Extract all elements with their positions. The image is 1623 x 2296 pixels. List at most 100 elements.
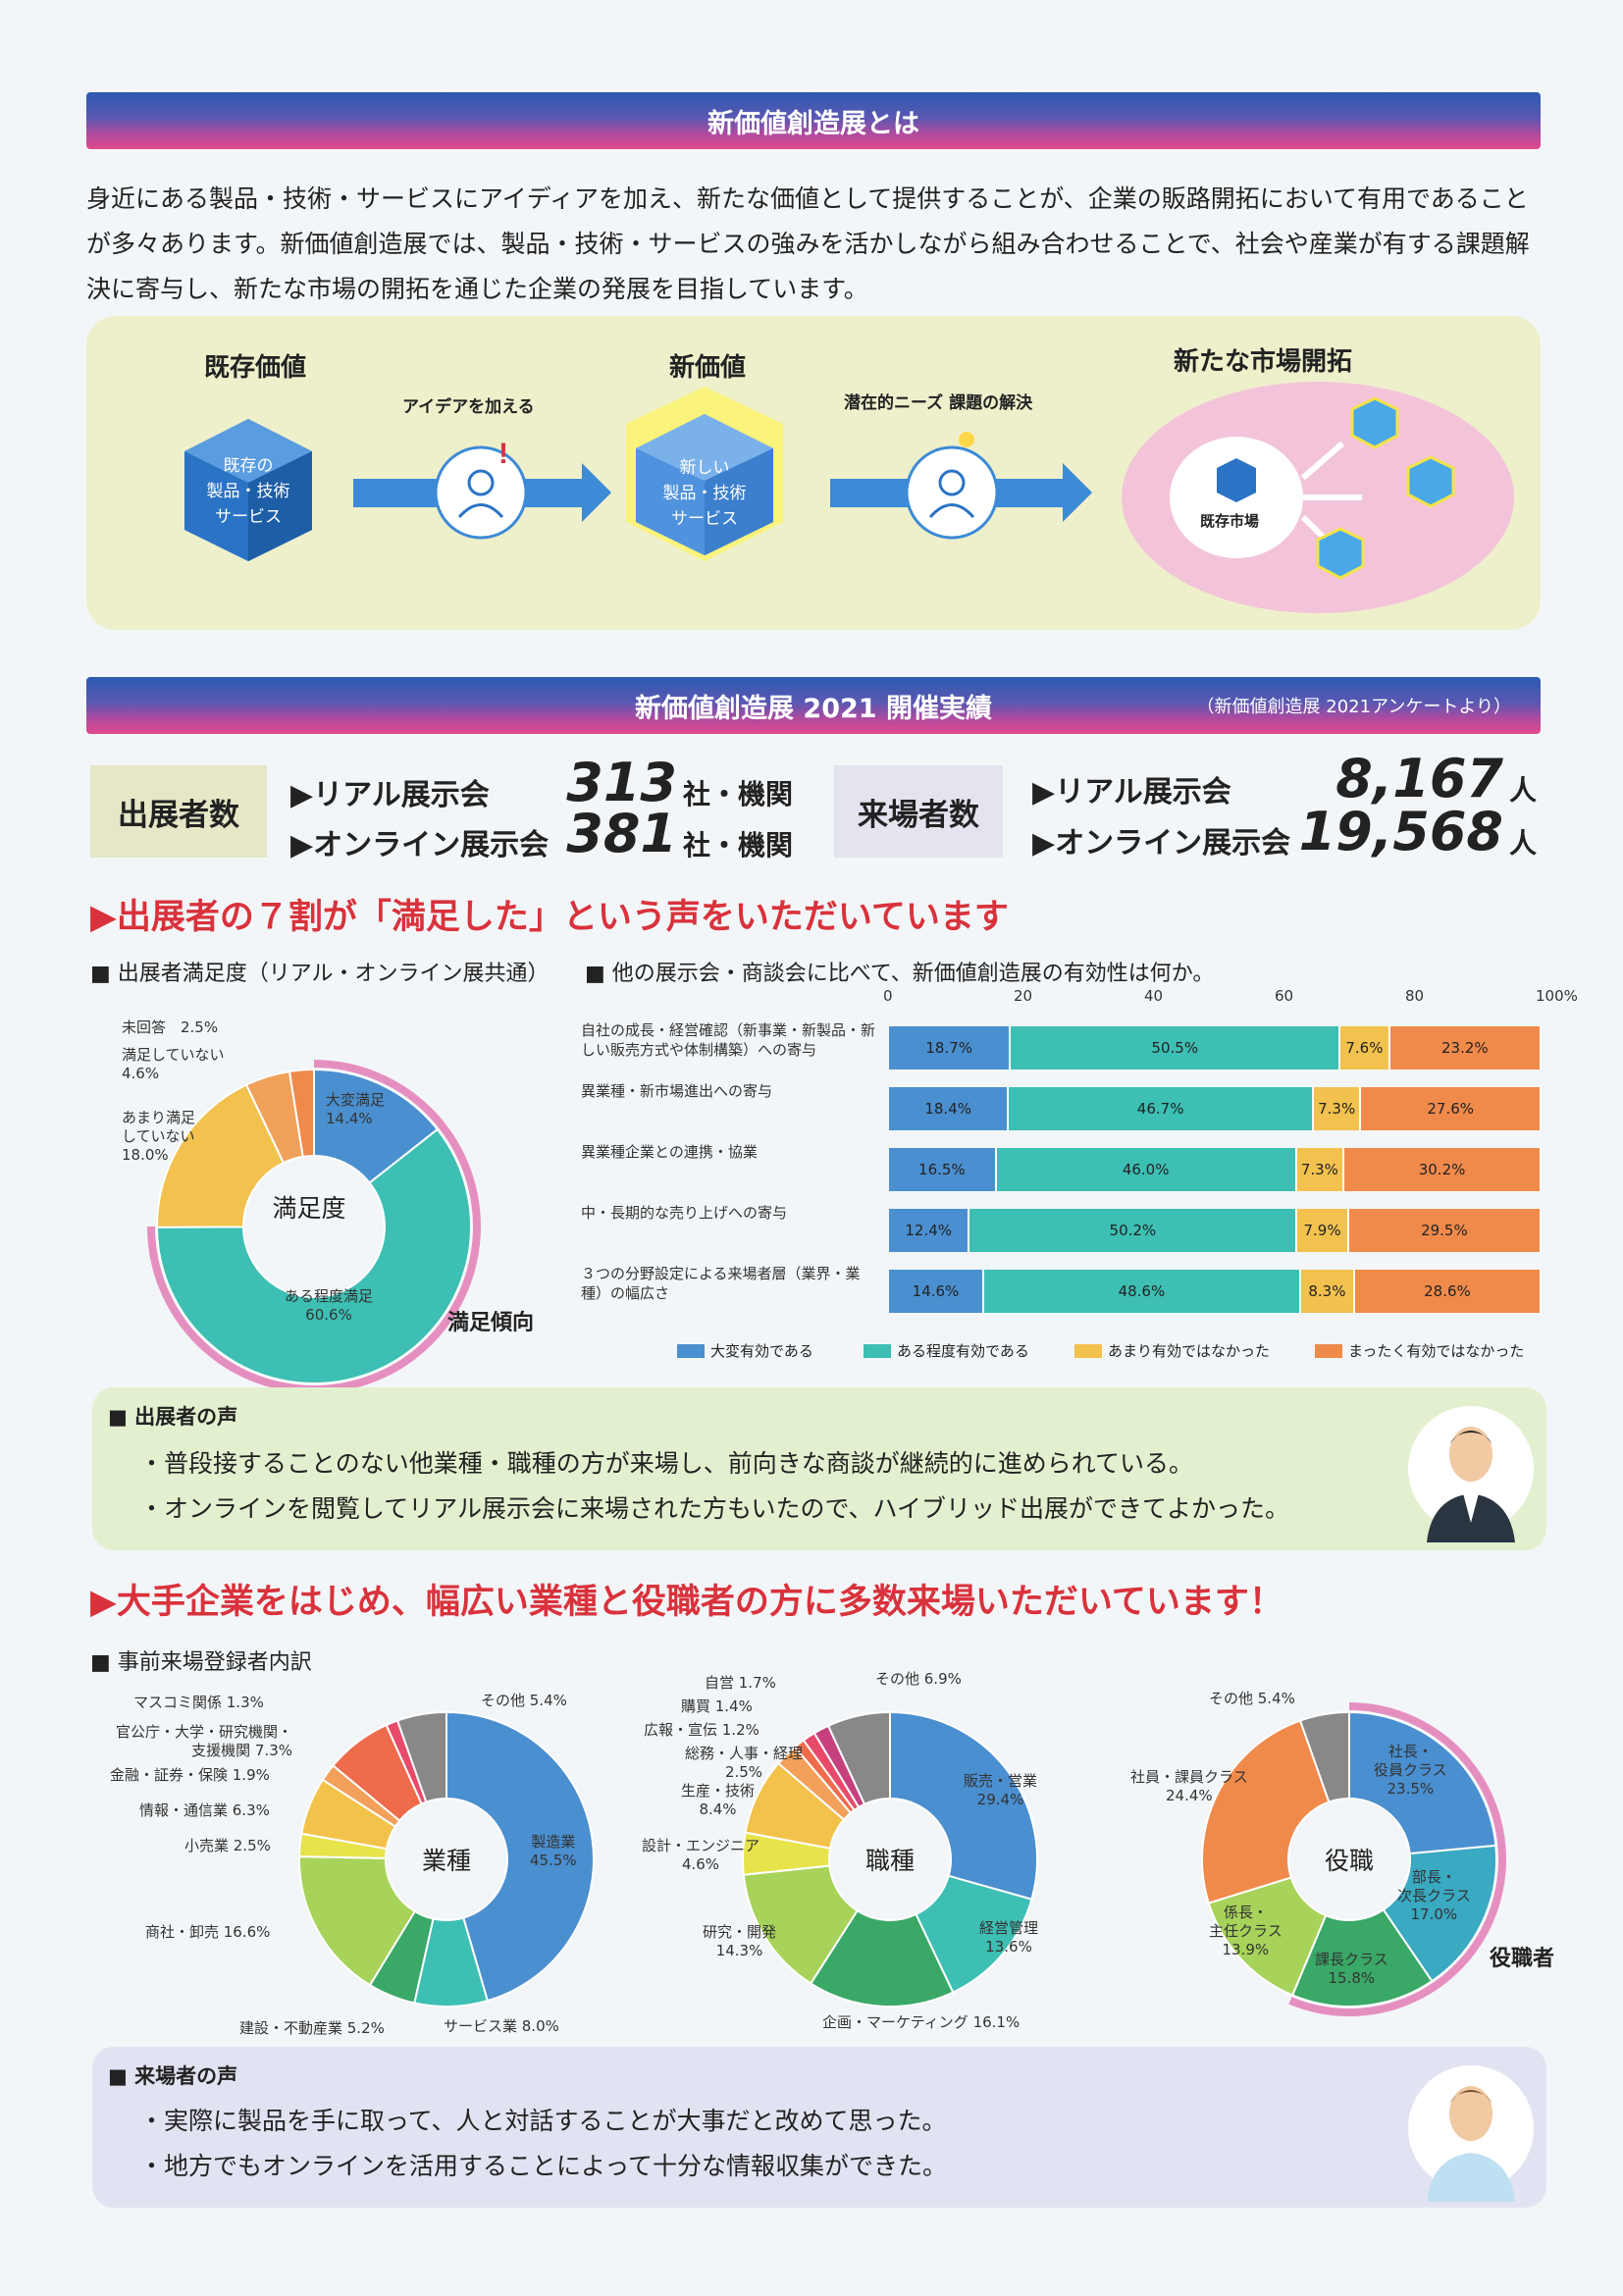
existing-value-cube — [184, 419, 312, 561]
exhibitor-count-label: 出展者数 — [90, 765, 267, 858]
section-banner-results: 新価値創造展 2021 開催実績 （新価値創造展 2021アンケートより） — [86, 677, 1541, 734]
slice-販売・営業 — [889, 1710, 1038, 1901]
flow-graphics: ! — [184, 382, 1514, 613]
bar-segment: 18.4% — [889, 1087, 1010, 1130]
donut-center-label: 職種 — [864, 1847, 915, 1875]
legend-item-very-effective: 大変有効である — [677, 1340, 813, 1361]
bar-segment: 27.6% — [1361, 1087, 1542, 1130]
bar-row-label: 中・長期的な売り上げへの寄与 — [581, 1204, 788, 1222]
slice-社長・役員クラス — [1348, 1710, 1497, 1855]
job-label-production: 生産・技術 8.4% — [681, 1782, 756, 1818]
flow-arrow-1: ! — [353, 438, 611, 540]
exhibitor-voice-box: ■ 出展者の声 ・普段接することのない他業種・職種の方が来場し、前向きな商談が継… — [92, 1387, 1546, 1550]
bar-segment: 50.2% — [969, 1209, 1298, 1252]
bar-segment: 16.5% — [889, 1148, 997, 1191]
role-label-chief: 係長・ 主任クラス 13.9% — [1209, 1904, 1283, 1958]
bar-segment: 23.2% — [1389, 1026, 1542, 1070]
stacked-bar: 18.4% 46.7% 7.3% 27.6% — [889, 1087, 1542, 1130]
bar-segment: 7.3% — [1313, 1087, 1362, 1130]
pie-label-not-satisfied: 満足していない 4.6% — [122, 1046, 225, 1082]
bar-segment: 30.2% — [1344, 1148, 1542, 1191]
industry-label-manufacturing: 製造業 45.5% — [530, 1833, 577, 1869]
bar-segment: 46.7% — [1009, 1087, 1314, 1130]
slice-商社・卸売 — [298, 1855, 417, 1987]
satisfaction-arc-label: 満足傾向 — [447, 1311, 535, 1335]
headline-visitors: ▶大手企業をはじめ、幅広い業種と役職者の方に多数来場いただいています！ — [90, 1583, 1283, 1622]
voice-title: ■ 来場者の声 — [108, 2064, 238, 2088]
job-label-pr: 広報・宣伝 1.2% — [644, 1721, 759, 1739]
visitor-online-label: ▶オンライン展示会 — [1032, 826, 1291, 861]
svg-text:!: ! — [498, 438, 508, 470]
job-label-planning: 企画・マーケティング 16.1% — [822, 2013, 1021, 2031]
bar-row-label: 異業種・新市場進出への寄与 — [581, 1082, 773, 1100]
bar-segment: 7.9% — [1297, 1209, 1349, 1252]
visitor-count-label: 来場者数 — [834, 765, 1003, 858]
visitor-real-value: 8,167 — [1335, 748, 1503, 809]
role-label-other: その他 5.4% — [1209, 1690, 1295, 1707]
x-tick-label: 60 — [1275, 987, 1294, 1005]
job-label-other: その他 6.9% — [875, 1670, 962, 1688]
new-value-title: 新価値 — [669, 353, 747, 383]
industry-label-it: 情報・通信業 6.3% — [139, 1801, 270, 1819]
job-type-donut-chart — [742, 1710, 1038, 2008]
slice-その他 — [395, 1710, 447, 1803]
voice-line: ・地方でもオンラインを活用することによって十分な情報収集ができた。 — [139, 2152, 948, 2180]
exhibitor-unit: 社・機関 — [683, 778, 794, 810]
voice-line: ・実際に製品を手に取って、人と対話することが大事だと改めて思った。 — [139, 2107, 947, 2135]
x-tick-label: 100% — [1536, 987, 1578, 1005]
exhibitor-real-value: 313 — [566, 752, 677, 813]
industry-label-finance: 金融・証券・保険 1.9% — [110, 1766, 270, 1784]
x-tick-label: 0 — [883, 987, 893, 1005]
job-label-self-employed: 自営 1.7% — [705, 1674, 776, 1692]
bar-row-label: ３つの分野設定による来場者層（業界・業種）の幅広さ — [581, 1265, 861, 1302]
voice-title: ■ 出展者の声 — [108, 1405, 238, 1429]
pie-label-very-satisfied: 大変満足 14.4% — [326, 1091, 386, 1127]
visitor-avatar — [1408, 2065, 1534, 2202]
existing-cube-label: 既存の 製品・技術 サービス — [206, 456, 290, 527]
exhibitor-online-value: 381 — [566, 803, 677, 864]
donut-center-label: 満足度 — [272, 1194, 346, 1223]
stacked-bar: 16.5% 46.0% 7.3% 30.2% — [889, 1148, 1542, 1191]
pie-chart-title: ■ 出展者満足度（リアル・オンライン展共通） — [90, 962, 550, 986]
stacked-bar: 12.4% 50.2% 7.9% 29.5% — [889, 1209, 1542, 1252]
businessman-avatar — [1408, 1406, 1534, 1542]
value-flow-diagram: ! 既存価値 既存の — [86, 316, 1541, 630]
bar-chart-title: ■ 他の展示会・商談会に比べて、新価値創造展の有効性は何か。 — [585, 962, 1215, 986]
satisfaction-donut-chart — [147, 1060, 481, 1393]
existing-market-label: 既存市場 — [1200, 512, 1260, 530]
position-donut-chart — [1201, 1702, 1506, 2016]
stacked-bar: 18.7% 50.5% 7.6% 23.2% — [889, 1026, 1542, 1070]
bar-segment: 50.5% — [1011, 1026, 1341, 1070]
job-label-management: 経営管理 13.6% — [979, 1919, 1039, 1956]
slice-部長・次長クラス — [1382, 1844, 1497, 1983]
section-title: 新価値創造展 2021 開催実績 — [635, 693, 992, 724]
role-label-director: 部長・ 次長クラス 17.0% — [1397, 1868, 1471, 1923]
slice-社員・課員クラス — [1201, 1719, 1331, 1905]
flow-arrow-2 — [830, 432, 1092, 540]
bar-row-label: 自社の成長・経営確認（新事業・新製品・新しい販売方式や体制構築）への寄与 — [581, 1021, 876, 1059]
legend-item-not-very-effective: あまり有効ではなかった — [1074, 1340, 1270, 1361]
visitor-unit: 人 — [1509, 774, 1538, 807]
bar-segment: 29.5% — [1348, 1209, 1542, 1252]
slice-ある程度満足 — [155, 1127, 472, 1384]
donut-center-label: 業種 — [421, 1847, 471, 1875]
donut-center-label: 役職 — [1324, 1847, 1374, 1875]
slice-製造業 — [445, 1710, 595, 2003]
industry-label-trading: 商社・卸売 16.6% — [145, 1923, 271, 1941]
stacked-bar: 14.6% 48.6% 8.3% 28.6% — [889, 1270, 1542, 1313]
exhibitor-online-label: ▶オンライン展示会 — [290, 828, 550, 862]
role-arc-label: 役職者 — [1490, 1947, 1555, 1971]
existing-value-title: 既存価値 — [204, 353, 307, 383]
bar-segment: 8.3% — [1300, 1270, 1355, 1313]
x-tick-label: 40 — [1144, 987, 1164, 1005]
role-label-staff: 社員・課員クラス 24.4% — [1130, 1768, 1248, 1804]
pie-label-somewhat-satisfied: ある程度満足 60.6% — [285, 1287, 374, 1324]
market-expansion-graphic — [1122, 382, 1514, 613]
role-label-executive: 社長・ 役員クラス 23.5% — [1374, 1743, 1447, 1798]
job-label-rnd: 研究・開発 14.3% — [703, 1923, 777, 1959]
industry-label-retail: 小売業 2.5% — [184, 1837, 271, 1854]
survey-note: （新価値創造展 2021アンケートより） — [1196, 697, 1511, 717]
pie-label-not-very-satisfied: あまり満足 していない 18.0% — [122, 1109, 196, 1164]
bar-segment: 7.6% — [1340, 1026, 1390, 1070]
section-banner-about: 新価値創造展とは — [86, 92, 1541, 149]
